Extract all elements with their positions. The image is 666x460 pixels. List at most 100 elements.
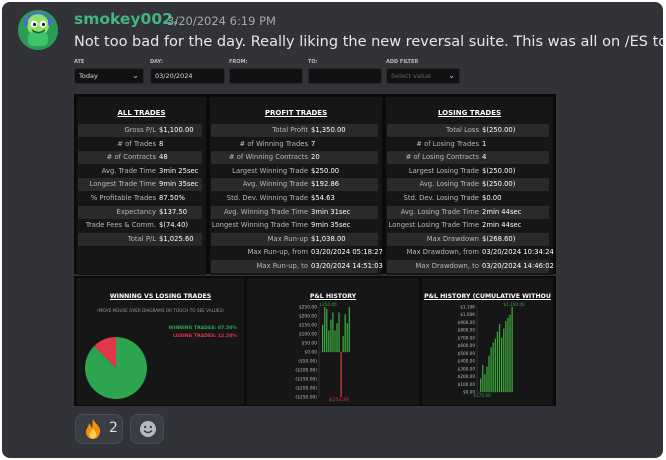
stat-row: Total Profit $1,350.00 (210, 124, 382, 137)
cum-top-label: $1,100.00 (503, 302, 525, 307)
stat-row: Avg. Winning Trade $192.86 (210, 178, 382, 192)
stat-row: Expectancy $137.50 (77, 205, 206, 219)
stat-row: # of Losing Trades 1 (386, 138, 553, 151)
y-tick-label: $0.00 (304, 350, 317, 356)
date-filter-label: ATE (74, 59, 85, 65)
fire-reaction[interactable]: 2 (75, 414, 123, 444)
chevron-down-icon: ⌄ (132, 71, 139, 80)
y-tick-label: $600.00 (458, 343, 476, 348)
stat-label: Avg. Trade Time (101, 166, 156, 175)
cum-bar (494, 338, 496, 392)
stat-value: 9min 35sec (159, 180, 199, 189)
row-stripe (211, 205, 378, 219)
stat-value: $(250.00) (482, 166, 516, 175)
stat-label: Avg. Winning Trade Time (223, 207, 308, 216)
from-filter-label: FROM: (229, 59, 248, 65)
stat-label: # of Losing Contracts (405, 153, 479, 162)
all-trades-title: ALL TRADES (117, 109, 166, 117)
row-stripe (78, 124, 202, 137)
stat-label: Avg. Losing Trade (419, 180, 479, 189)
add-filter-label: ADD FILTER (386, 59, 419, 65)
add-filter-select[interactable]: Select value ⌄ (386, 68, 460, 84)
stat-value: $54.63 (311, 194, 335, 202)
day-filter-label: DAY: (150, 59, 163, 65)
row-stripe (211, 260, 378, 273)
row-stripe (78, 205, 202, 219)
stat-row: Gross P/L $1,100.00 (77, 124, 206, 137)
stat-value: 03/20/2024 10:34:24 (482, 248, 554, 257)
losing-trades-panel: LOSING TRADES Total Loss $(250.00) # of Lo… (386, 97, 554, 275)
y-tick-label: $50.00 (302, 341, 318, 347)
y-tick-label: ($50.00) (298, 359, 317, 365)
y-tick-label: $0.00 (463, 390, 475, 395)
add-reaction-button[interactable] (130, 414, 164, 444)
stat-row: Longest Trade Time 9min 35sec (77, 178, 206, 192)
y-tick-label: $500.00 (458, 351, 476, 356)
stat-value: $1,025.60 (159, 234, 194, 243)
stat-row: Max Drawdown, from 03/20/2024 10:34:24 (386, 246, 554, 259)
stat-label: Max Run-up (267, 234, 308, 243)
username[interactable]: smokey002. (74, 10, 179, 28)
user-avatar[interactable] (18, 10, 58, 50)
stat-value: $(250.00) (482, 180, 516, 189)
row-stripe (78, 178, 202, 192)
stat-value: 20 (311, 153, 320, 162)
stat-label: Largest Losing Trade (408, 166, 479, 175)
cum-bar (482, 364, 484, 392)
day-input[interactable]: 03/20/2024 (150, 68, 225, 84)
row-stripe (387, 178, 549, 192)
stat-row: # of Winning Trades 7 (210, 138, 382, 151)
stat-value: 1 (482, 139, 487, 148)
cum-bar (507, 317, 509, 392)
stat-label: Max Run-up, to (256, 262, 308, 270)
all-trades-panel: ALL TRADES Gross P/L $1,100.00 # of Trades… (77, 97, 206, 275)
y-tick-label: $100.00 (299, 332, 317, 338)
stat-value: 4 (482, 153, 487, 162)
y-tick-label: $300.00 (458, 366, 476, 371)
pl-bar (348, 307, 350, 352)
cum-bar (511, 307, 513, 392)
pl-bar (336, 323, 338, 352)
pl-history-panel: P&L HISTORY $250.00 $200.00 $150.00 $100.00… (247, 278, 419, 405)
pl-bar (328, 330, 330, 352)
stat-row: Std. Dev. Winning Trade $54.63 (210, 192, 382, 205)
stat-label: # of Losing Trades (416, 139, 479, 148)
stat-value: $(74.40) (159, 221, 189, 230)
trade-charts-image[interactable]: WINNING VS LOSING TRADES (MOVE MOUSE OVE… (74, 276, 556, 406)
stat-label: Total P/L (127, 234, 156, 243)
stat-value: 03/20/2024 05:18:27 (311, 248, 383, 257)
cum-bar (490, 347, 492, 392)
y-tick-label: $200.00 (299, 314, 317, 320)
to-input[interactable] (308, 68, 382, 84)
pl-bar (322, 325, 324, 352)
pl-top-label: $250.00 (319, 302, 337, 307)
pl-bar (346, 323, 348, 352)
trade-stats-image[interactable]: ALL TRADES Gross P/L $1,100.00 # of Trades… (74, 94, 556, 275)
stat-label: Avg. Winning Trade (242, 180, 308, 189)
winning-slice (84, 337, 147, 399)
stat-row: Largest Losing Trade $(250.00) (386, 165, 553, 178)
row-stripe (211, 232, 378, 246)
stat-label: Max Run-up, from (247, 248, 308, 257)
stat-label: Longest Losing Trade Time (388, 221, 479, 230)
stat-value: 2min 44sec (482, 221, 522, 230)
y-tick-label: ($250.00) (295, 395, 317, 401)
stat-label: Gross P/L (124, 126, 157, 134)
stat-label: # of Winning Contracts (228, 153, 308, 162)
date-range-select[interactable]: Today ⌄ (74, 68, 144, 84)
from-input[interactable] (229, 68, 303, 84)
row-stripe (78, 232, 202, 246)
pl-bar (338, 312, 340, 352)
stat-row: Trade Fees & Comm. $(74.40) (77, 219, 206, 232)
stat-label: Max Drawdown (426, 234, 479, 243)
stat-row: Avg. Winning Trade Time 3min 31sec (210, 205, 382, 219)
y-tick-label: $900.00 (458, 320, 476, 325)
stat-row: Largest Winning Trade $250.00 (210, 165, 382, 178)
win-loss-panel: WINNING VS LOSING TRADES (MOVE MOUSE OVE… (77, 278, 244, 405)
stat-row: Max Drawdown, to 03/20/2024 14:46:02 (386, 260, 554, 273)
profit-trades-title: PROFIT TRADES (264, 109, 328, 117)
stat-row: # of Losing Contracts 4 (386, 151, 553, 165)
stat-value: $1,038.00 (311, 234, 346, 243)
stat-row: Std. Dev. Losing Trade $0.00 (386, 192, 553, 205)
cum-history-panel: P&L HISTORY (CUMULATIVE WITHOU $1.10K $1.… (422, 278, 553, 405)
